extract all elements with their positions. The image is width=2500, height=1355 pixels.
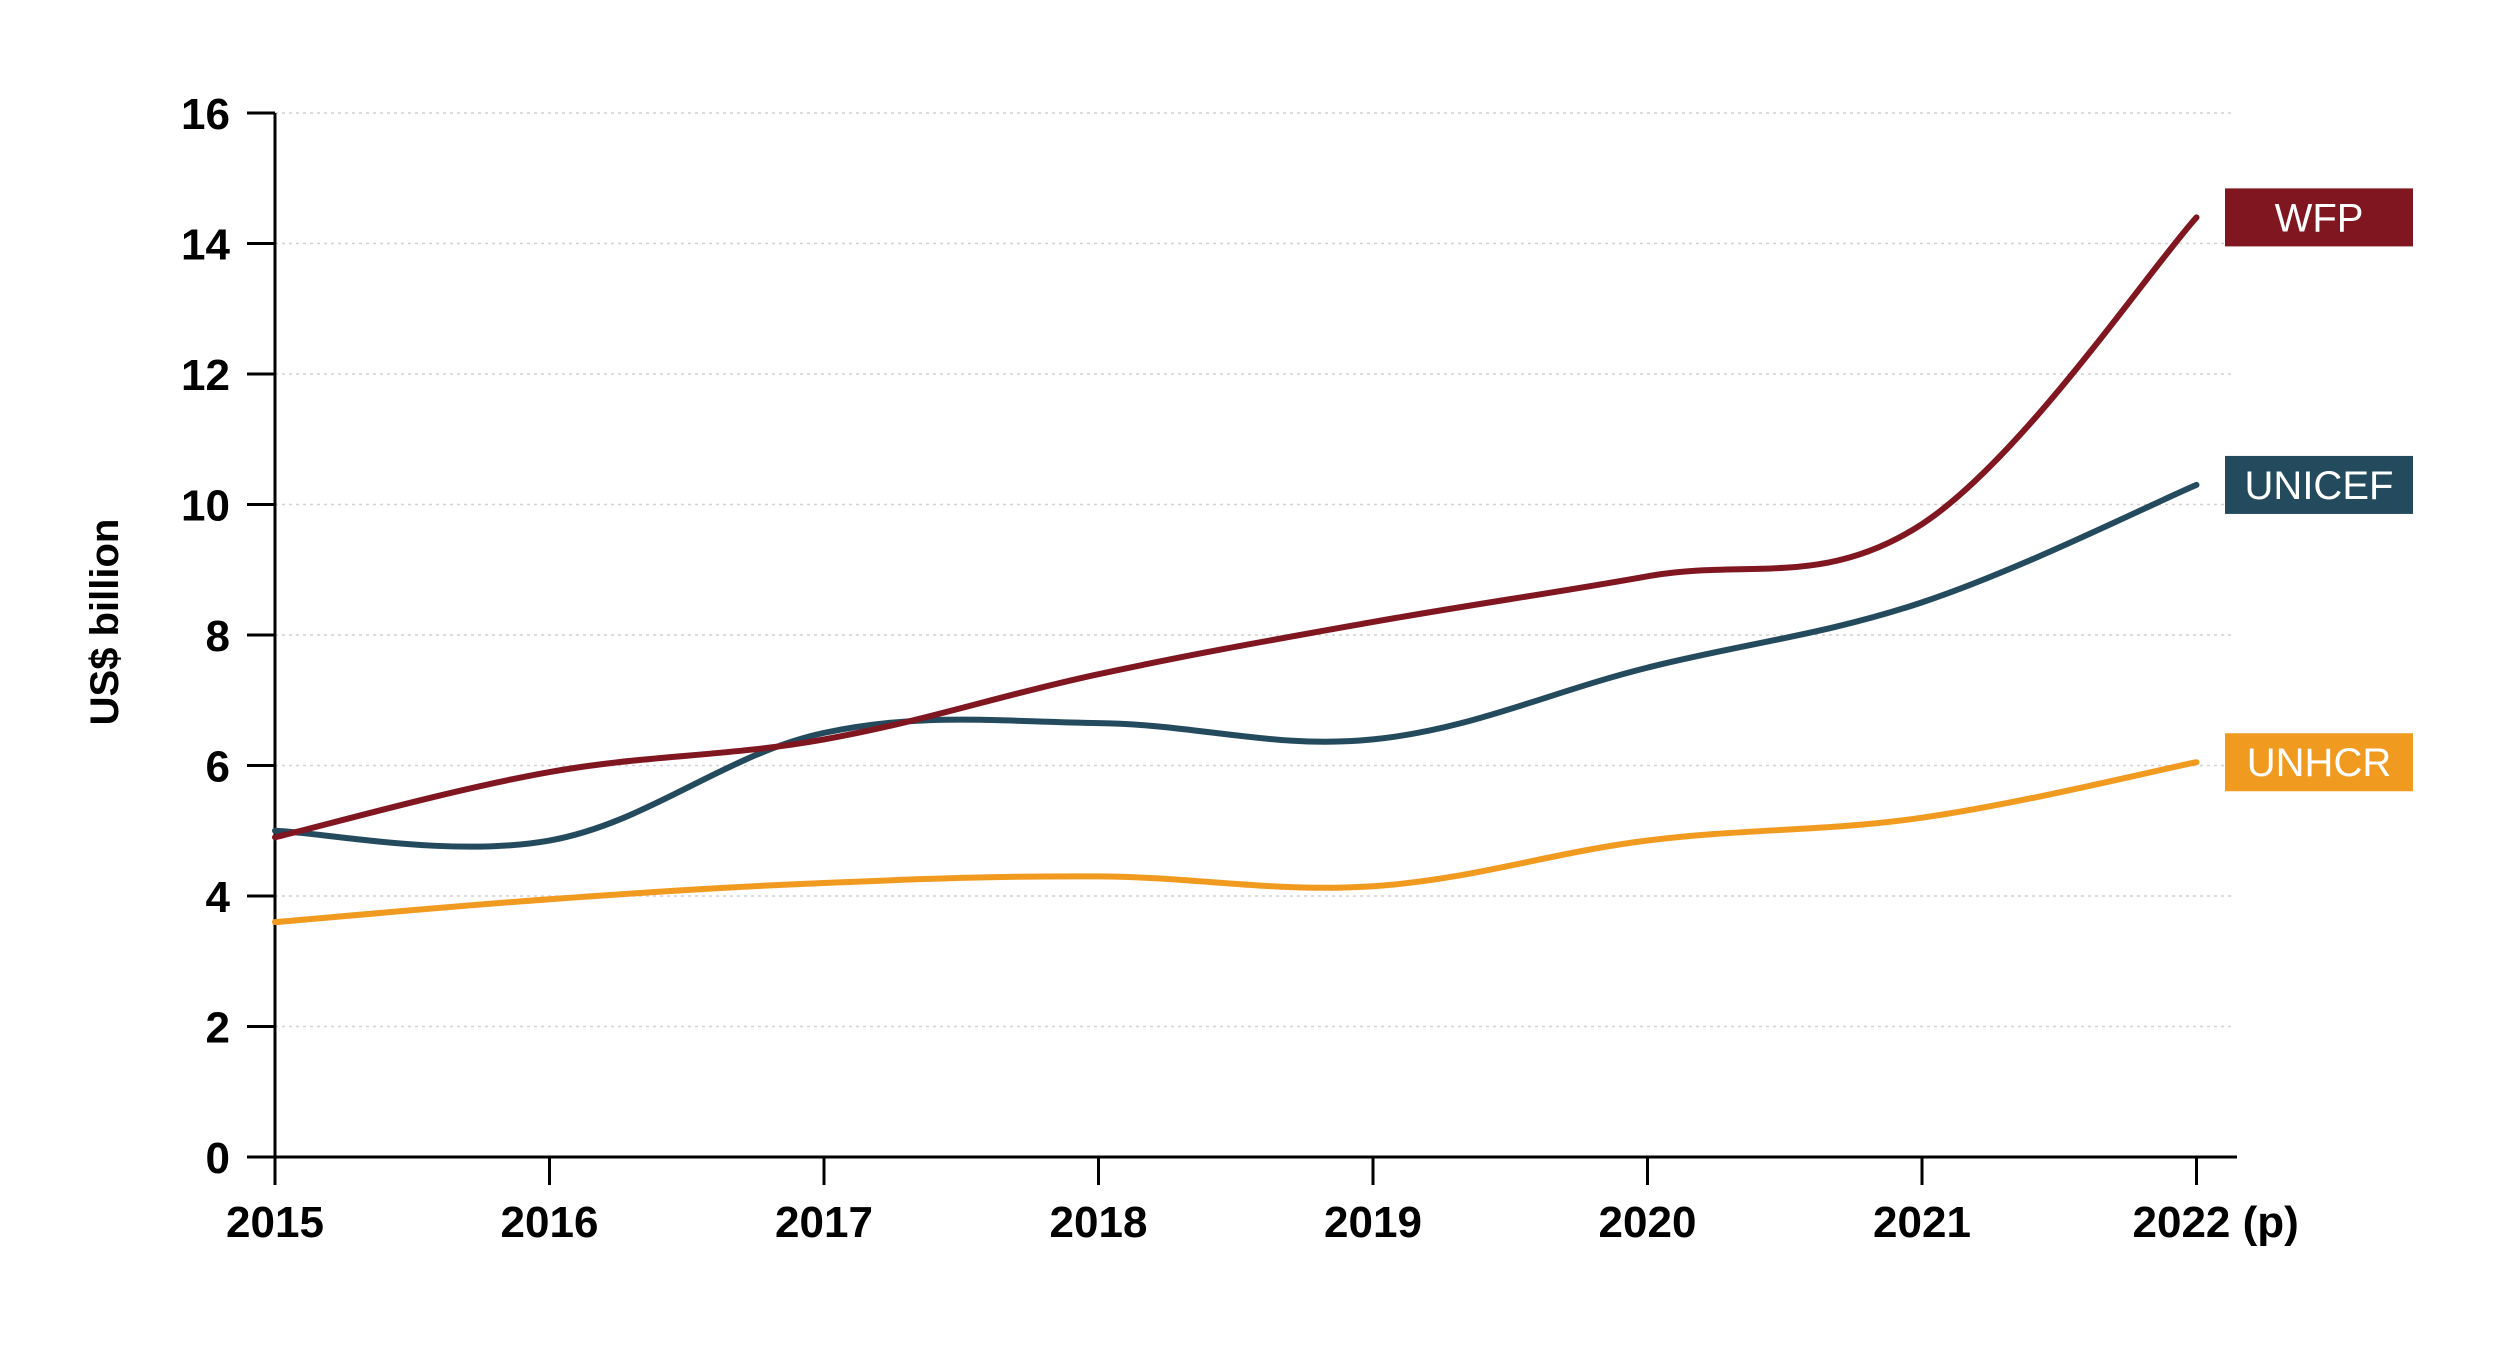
series-label-text: UNICEF [2245, 464, 2394, 508]
series-line-wfp [272, 214, 2200, 841]
series-label-unicef: UNICEF [2225, 455, 2413, 514]
y-axis-title: US$ billion [83, 519, 127, 726]
gridlines [275, 112, 2232, 1028]
series-line-unicef [272, 481, 2200, 850]
series-label-wfp: WFP [2225, 188, 2413, 247]
y-tick-label: 4 [206, 873, 231, 922]
x-tick-label: 2020 [1599, 1198, 1697, 1247]
y-tick-label: 6 [206, 743, 230, 792]
series-label-text: WFP [2275, 196, 2364, 240]
y-tick-label: 0 [206, 1134, 230, 1183]
series-lines [272, 214, 2200, 926]
y-tick-label: 12 [181, 351, 230, 400]
x-tick-label: 2016 [501, 1198, 599, 1247]
x-tick-label: 2018 [1050, 1198, 1148, 1247]
y-tick-label: 8 [206, 612, 230, 661]
series-label-text: UNHCR [2247, 741, 2391, 785]
y-tick-label: 10 [181, 482, 230, 531]
y-tick-label: 16 [181, 90, 230, 139]
y-tick-label: 14 [181, 221, 230, 270]
x-tick-label: 2017 [775, 1198, 873, 1247]
x-tick-label: 2019 [1324, 1198, 1422, 1247]
series-label-box [2225, 455, 2413, 514]
series-labels: WFP UNICEF UNHCR [2225, 188, 2413, 792]
series-label-box [2225, 733, 2413, 792]
x-tick-label: 2021 [1873, 1198, 1971, 1247]
series-label-box [2225, 188, 2413, 247]
series-line-unhcr [272, 759, 2200, 926]
y-tick-label: 2 [206, 1004, 230, 1053]
axes: 0 2 4 6 8 10 12 14 16 2015 2016 2017 2018 2019 2020 202… [181, 90, 2299, 1247]
series-label-unhcr: UNHCR [2225, 733, 2413, 792]
x-tick-label: 2022 (p) [2133, 1198, 2299, 1247]
x-tick-label: 2015 [226, 1198, 324, 1247]
